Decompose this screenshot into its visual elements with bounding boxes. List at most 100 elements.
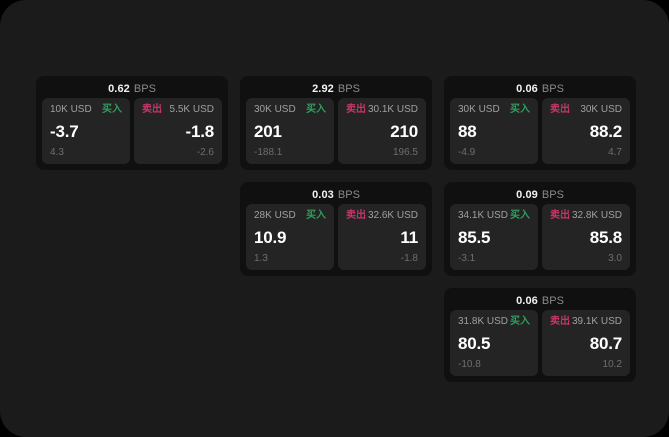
sell-tag: 卖出 [346, 104, 366, 115]
buy-tag: 买入 [306, 104, 326, 115]
sell-delta: 4.7 [608, 147, 622, 158]
sell-header: 卖出 30.1K USD [346, 105, 418, 115]
sell-delta: 10.2 [602, 359, 622, 370]
card-body: 30K USD 买入 88 -4.9 卖出 30K USD 88.2 4.7 [450, 98, 630, 164]
card-body: 30K USD 买入 201 -188.1 卖出 30.1K USD 210 196.5 [246, 98, 426, 164]
card-header: 0.06 BPS [450, 293, 630, 310]
bps-unit-label: BPS [541, 295, 564, 307]
buy-delta: -10.8 [458, 359, 481, 370]
card-body: 10K USD 买入 -3.7 4.3 卖出 5.5K USD -1.8 -2.6 [42, 98, 222, 164]
sell-header: 卖出 30K USD [550, 105, 622, 115]
buy-header: 31.8K USD 买入 [458, 317, 530, 327]
buy-panel[interactable]: 34.1K USD 买入 85.5 -3.1 [450, 204, 538, 270]
buy-price: -3.7 [50, 122, 79, 141]
buy-quantity-label: 28K USD [254, 210, 296, 221]
buy-price: 85.5 [458, 228, 491, 247]
sell-panel[interactable]: 卖出 32.8K USD 85.8 3.0 [542, 204, 630, 270]
sell-price: 80.7 [589, 334, 622, 353]
buy-price: 10.9 [254, 228, 287, 247]
buy-delta: -188.1 [254, 147, 283, 158]
buy-header: 30K USD 买入 [254, 105, 326, 115]
sell-delta: -2.6 [196, 147, 214, 158]
bps-value: 0.62 [108, 83, 130, 95]
buy-panel[interactable]: 30K USD 买入 88 -4.9 [450, 98, 538, 164]
card-header: 0.09 BPS [450, 187, 630, 204]
sell-quantity-label: 5.5K USD [169, 104, 214, 115]
quote-column: 0.06 BPS 30K USD 买入 88 -4.9 卖出 30K USD 88.2 4.7 0.… [444, 76, 636, 382]
card-body: 34.1K USD 买入 85.5 -3.1 卖出 32.8K USD 85.8 3.0 [450, 204, 630, 270]
sell-tag: 卖出 [142, 104, 162, 115]
sell-panel[interactable]: 卖出 30.1K USD 210 196.5 [338, 98, 426, 164]
card-header: 0.06 BPS [450, 81, 630, 98]
buy-tag: 买入 [102, 104, 122, 115]
quote-card[interactable]: 0.62 BPS 10K USD 买入 -3.7 4.3 卖出 5.5K USD -1.8 -2.… [36, 76, 228, 170]
buy-price: 201 [254, 122, 282, 141]
buy-header: 30K USD 买入 [458, 105, 530, 115]
quote-card[interactable]: 0.03 BPS 28K USD 买入 10.9 1.3 卖出 32.6K USD 11 -1.8 [240, 182, 432, 276]
bps-value: 0.06 [516, 295, 538, 307]
sell-delta: -1.8 [400, 253, 418, 264]
quote-column: 0.62 BPS 10K USD 买入 -3.7 4.3 卖出 5.5K USD -1.8 -2.… [36, 76, 228, 170]
sell-quantity-label: 39.1K USD [571, 316, 622, 327]
bps-value: 0.03 [312, 189, 334, 201]
sell-panel[interactable]: 卖出 5.5K USD -1.8 -2.6 [134, 98, 222, 164]
sell-panel[interactable]: 卖出 39.1K USD 80.7 10.2 [542, 310, 630, 376]
quote-card[interactable]: 2.92 BPS 30K USD 买入 201 -188.1 卖出 30.1K USD 210 1… [240, 76, 432, 170]
bps-unit-label: BPS [541, 83, 564, 95]
card-header: 2.92 BPS [246, 81, 426, 98]
buy-tag: 买入 [510, 316, 530, 327]
bps-value: 0.09 [516, 189, 538, 201]
sell-price: 11 [400, 228, 418, 247]
sell-price: 85.8 [589, 228, 622, 247]
sell-tag: 卖出 [550, 210, 570, 221]
sell-panel[interactable]: 卖出 30K USD 88.2 4.7 [542, 98, 630, 164]
buy-delta: -3.1 [458, 253, 476, 264]
buy-panel[interactable]: 30K USD 买入 201 -188.1 [246, 98, 334, 164]
buy-tag: 买入 [306, 210, 326, 221]
sell-tag: 卖出 [346, 210, 366, 221]
quote-column: 2.92 BPS 30K USD 买入 201 -188.1 卖出 30.1K USD 210 1… [240, 76, 432, 276]
sell-delta: 196.5 [392, 147, 418, 158]
buy-header: 10K USD 买入 [50, 105, 122, 115]
sell-quantity-label: 30K USD [580, 104, 622, 115]
bps-unit-label: BPS [133, 83, 156, 95]
card-body: 31.8K USD 买入 80.5 -10.8 卖出 39.1K USD 80.7 10.2 [450, 310, 630, 376]
buy-price: 80.5 [458, 334, 491, 353]
sell-price: 210 [390, 122, 418, 141]
bps-value: 0.06 [516, 83, 538, 95]
bps-unit-label: BPS [337, 189, 360, 201]
buy-tag: 买入 [510, 210, 530, 221]
sell-delta: 3.0 [608, 253, 622, 264]
buy-delta: 4.3 [50, 147, 64, 158]
sell-quantity-label: 32.8K USD [571, 210, 622, 221]
sell-price: 88.2 [589, 122, 622, 141]
sell-panel[interactable]: 卖出 32.6K USD 11 -1.8 [338, 204, 426, 270]
buy-quantity-label: 31.8K USD [458, 316, 509, 327]
quote-card[interactable]: 0.09 BPS 34.1K USD 买入 85.5 -3.1 卖出 32.8K USD 85.… [444, 182, 636, 276]
buy-header: 34.1K USD 买入 [458, 211, 530, 221]
buy-price: 88 [458, 122, 477, 141]
bps-unit-label: BPS [541, 189, 564, 201]
buy-delta: 1.3 [254, 253, 268, 264]
bps-value: 2.92 [312, 83, 334, 95]
buy-delta: -4.9 [458, 147, 476, 158]
buy-header: 28K USD 买入 [254, 211, 326, 221]
buy-panel[interactable]: 31.8K USD 买入 80.5 -10.8 [450, 310, 538, 376]
buy-panel[interactable]: 10K USD 买入 -3.7 4.3 [42, 98, 130, 164]
buy-quantity-label: 30K USD [254, 104, 296, 115]
card-header: 0.62 BPS [42, 81, 222, 98]
sell-header: 卖出 5.5K USD [142, 105, 214, 115]
quote-card[interactable]: 0.06 BPS 30K USD 买入 88 -4.9 卖出 30K USD 88.2 4.7 [444, 76, 636, 170]
quote-card[interactable]: 0.06 BPS 31.8K USD 买入 80.5 -10.8 卖出 39.1K USD 80… [444, 288, 636, 382]
buy-panel[interactable]: 28K USD 买入 10.9 1.3 [246, 204, 334, 270]
card-body: 28K USD 买入 10.9 1.3 卖出 32.6K USD 11 -1.8 [246, 204, 426, 270]
sell-tag: 卖出 [550, 104, 570, 115]
sell-header: 卖出 32.8K USD [550, 211, 622, 221]
sell-header: 卖出 39.1K USD [550, 317, 622, 327]
sell-quantity-label: 30.1K USD [367, 104, 418, 115]
sell-tag: 卖出 [550, 316, 570, 327]
buy-tag: 买入 [510, 104, 530, 115]
sell-quantity-label: 32.6K USD [367, 210, 418, 221]
buy-quantity-label: 10K USD [50, 104, 92, 115]
